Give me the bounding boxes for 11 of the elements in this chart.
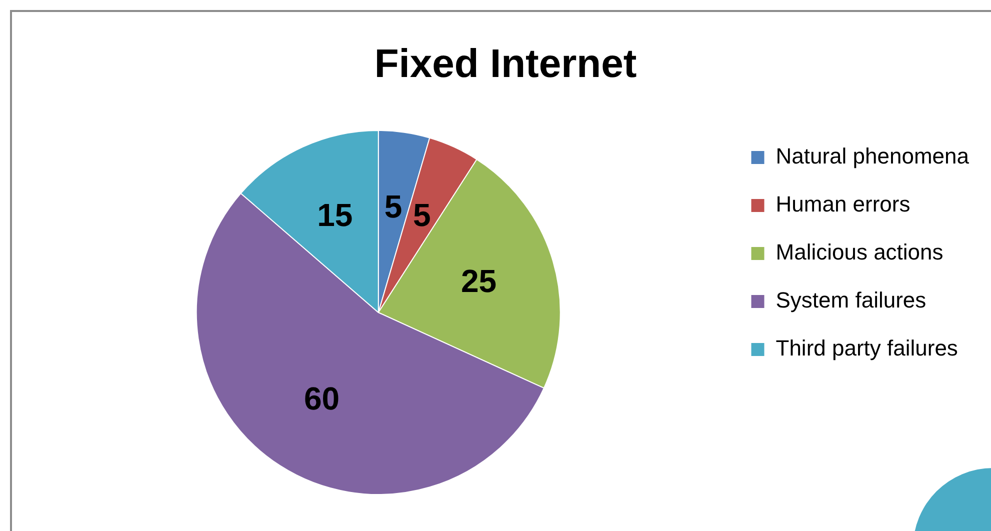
legend-label: Malicious actions	[776, 240, 944, 265]
data-label: 25	[460, 262, 497, 299]
data-label: 5	[384, 188, 402, 225]
legend-label: Human errors	[776, 192, 910, 217]
legend-label: System failures	[776, 288, 926, 313]
legend-label: Third party failures	[776, 336, 958, 361]
data-label: 60	[304, 380, 340, 416]
data-label: 5	[412, 197, 431, 234]
chart-title: Fixed Internet	[374, 42, 637, 86]
data-label: 15	[317, 197, 353, 234]
legend-label: Natural phenomena	[776, 144, 970, 169]
